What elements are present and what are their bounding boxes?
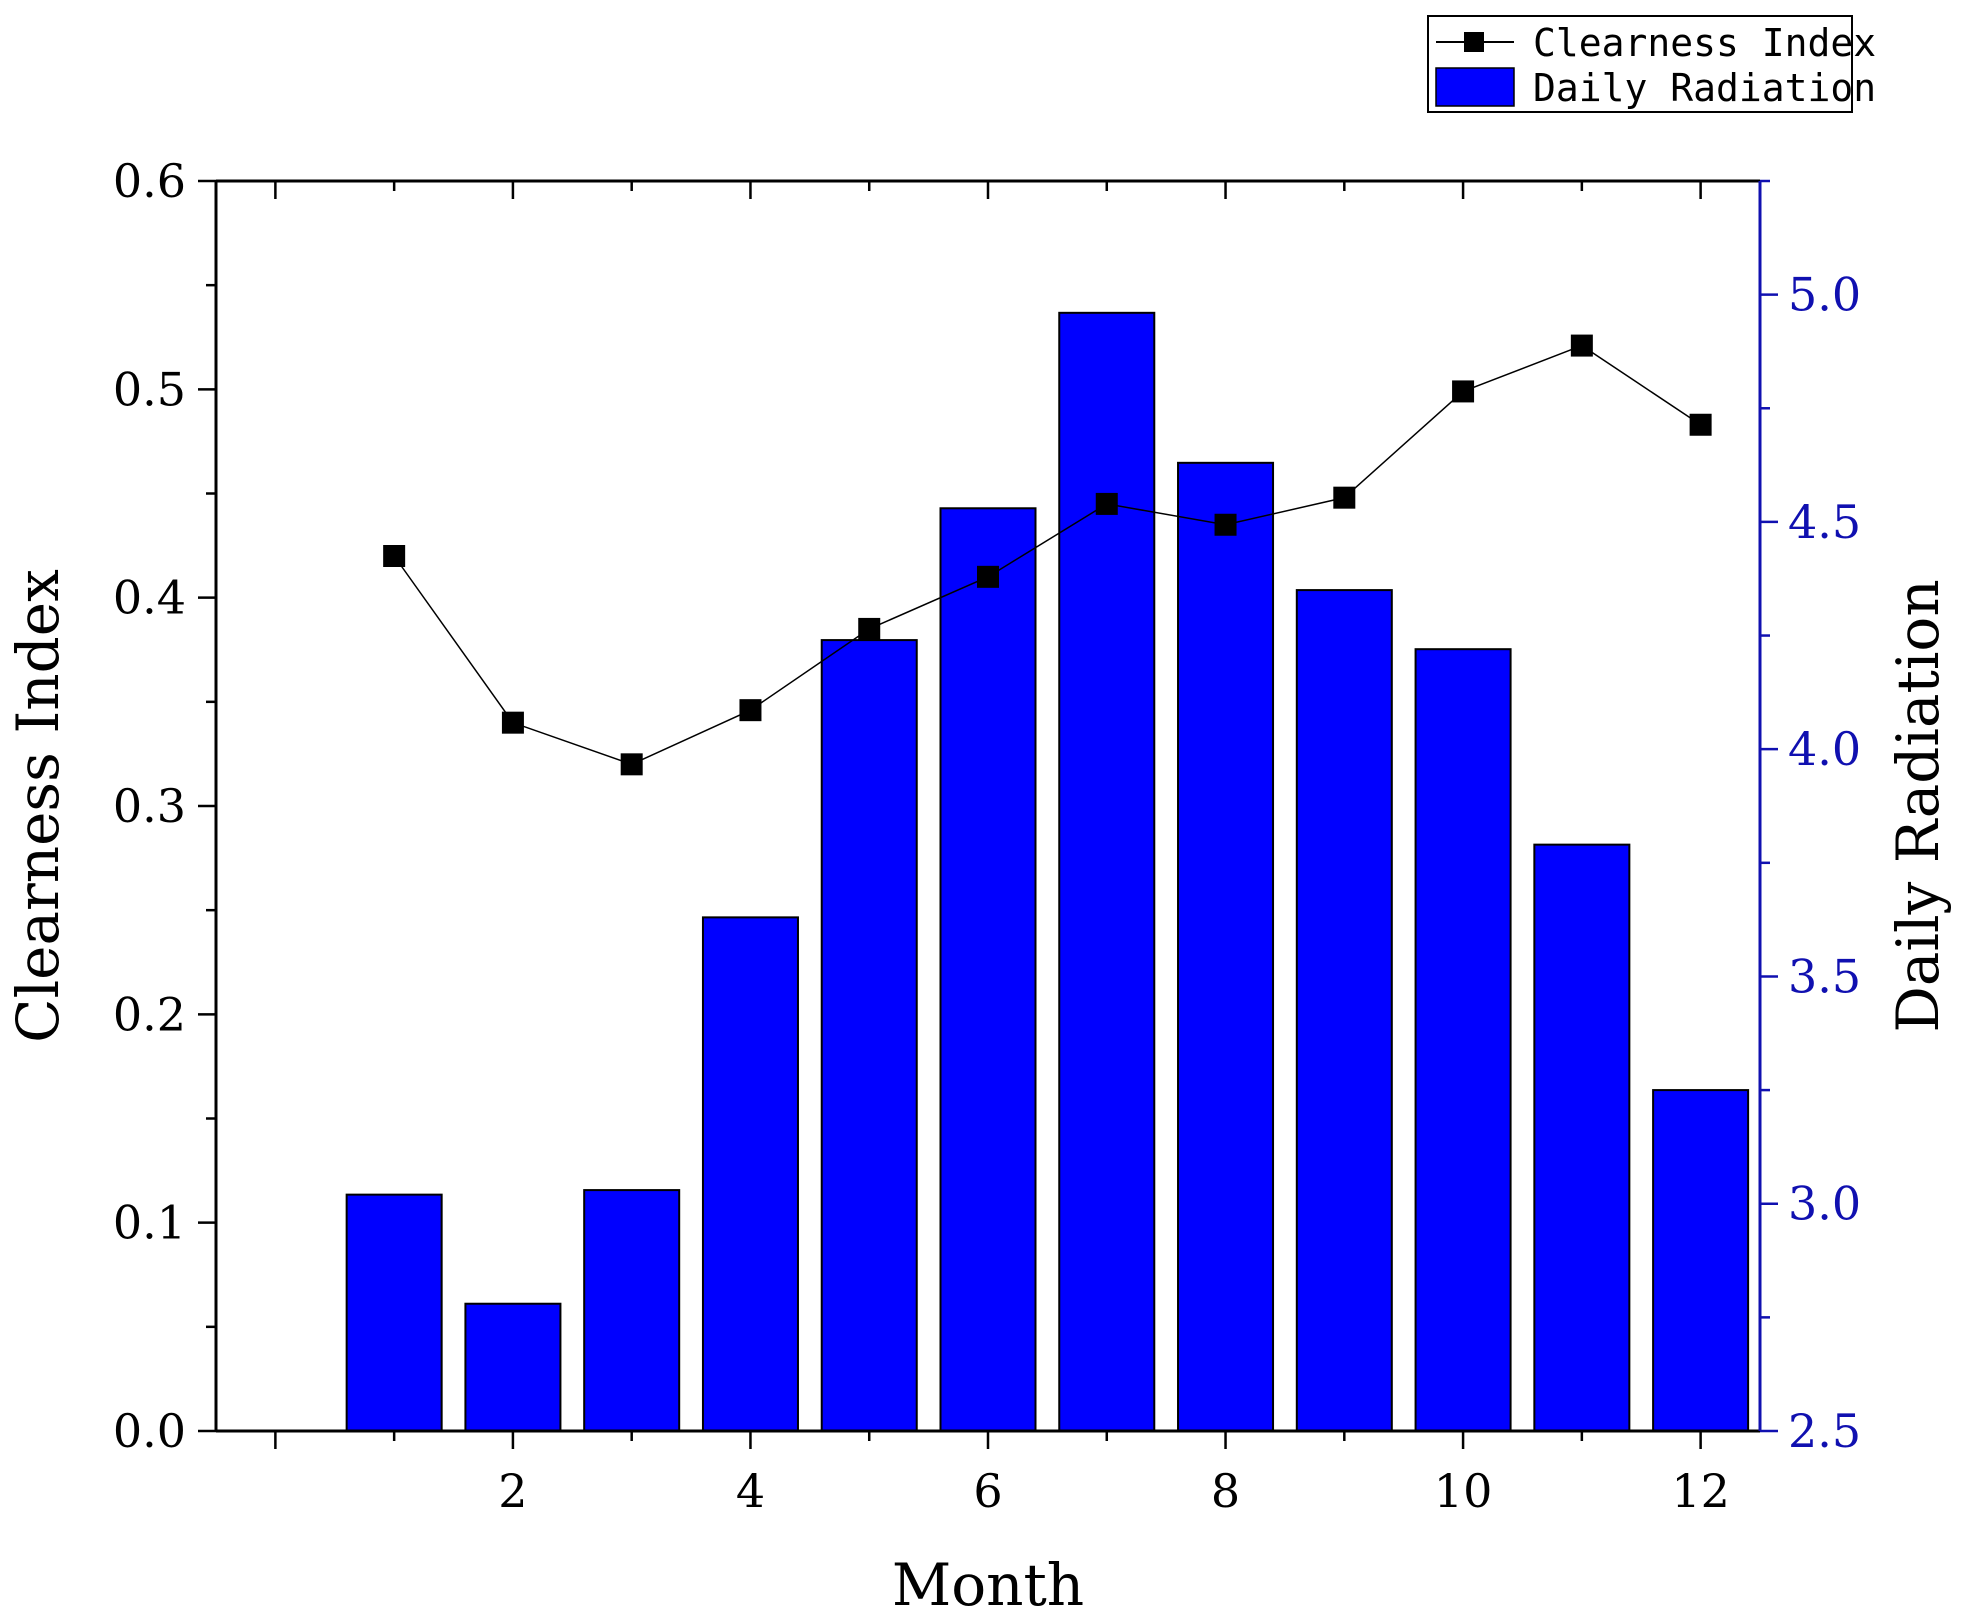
y-left-tick-label: 0.1 — [113, 1196, 186, 1250]
clearness-point-month-3 — [620, 753, 643, 776]
y-right-tick-label: 2.5 — [1788, 1404, 1861, 1458]
bar-month-11 — [1533, 843, 1631, 1432]
clearness-point-month-5 — [858, 617, 881, 640]
x-tick-label: 2 — [498, 1464, 527, 1518]
clearness-point-month-9 — [1333, 486, 1356, 509]
y-left-tick-label: 0.2 — [113, 987, 186, 1041]
y-left-tick-label: 0.6 — [113, 154, 186, 208]
bar-month-5 — [820, 639, 918, 1432]
clearness-point-month-4 — [739, 699, 762, 722]
x-axis-title: Month — [892, 1551, 1084, 1619]
y-axis-right-title: Daily Radiation — [1884, 579, 1952, 1032]
y-right-tick-label: 3.0 — [1788, 1177, 1861, 1231]
ticks: 2 4 6 8 10 12 0.0 0.1 0.2 0.3 0.4 0.5 0.6 2.5 3.0 3.5 4.… — [113, 154, 1861, 1518]
y-right-tick-label: 4.0 — [1788, 722, 1861, 776]
bar-month-1 — [345, 1193, 443, 1432]
y-right-tick-label: 3.5 — [1788, 949, 1861, 1003]
bar-month-3 — [583, 1189, 681, 1433]
y-left-tick-label: 0.5 — [113, 362, 186, 416]
clearness-point-month-10 — [1452, 380, 1475, 403]
x-tick-label: 12 — [1671, 1464, 1730, 1518]
clearness-point-month-6 — [977, 565, 999, 588]
y-right-tick-label: 4.5 — [1788, 495, 1861, 549]
bar-month-9 — [1295, 589, 1393, 1432]
bar-month-12 — [1652, 1089, 1750, 1433]
y-left-tick-label: 0.4 — [113, 571, 186, 625]
clearness-index-line — [393, 344, 1702, 766]
bar-month-7 — [1058, 311, 1156, 1432]
bar-month-6 — [939, 507, 1037, 1433]
x-tick-label: 10 — [1434, 1464, 1493, 1518]
y-axis-left-title: Clearness Index — [4, 569, 72, 1043]
clearness-point-month-1 — [383, 545, 406, 567]
line-series-clearness-index — [383, 334, 1712, 776]
clearness-point-month-2 — [501, 711, 524, 734]
x-tick-label: 6 — [973, 1464, 1002, 1518]
bar-month-10 — [1414, 648, 1512, 1432]
legend-label-clearness-index: Clearness Index — [1533, 21, 1876, 65]
bar-month-2 — [464, 1302, 562, 1433]
y-left-tick-label: 0.3 — [113, 779, 186, 833]
legend-bar-swatch — [1435, 67, 1515, 107]
bar-series-daily-radiation — [345, 311, 1750, 1433]
legend-square-marker-icon — [1464, 32, 1484, 52]
legend: Clearness Index Daily Radiation — [1427, 15, 1876, 113]
y-left-tick-label: 0.0 — [113, 1404, 186, 1458]
clearness-point-month-11 — [1570, 334, 1593, 357]
bar-month-8 — [1177, 461, 1275, 1432]
bar-month-4 — [701, 916, 799, 1432]
clearness-point-month-12 — [1689, 413, 1712, 436]
clearness-point-month-8 — [1214, 513, 1237, 536]
x-tick-label: 8 — [1211, 1464, 1240, 1518]
clearness-point-month-7 — [1095, 492, 1118, 515]
x-tick-label: 4 — [736, 1464, 765, 1518]
legend-label-daily-radiation: Daily Radiation — [1533, 66, 1876, 110]
y-right-tick-label: 5.0 — [1788, 268, 1861, 322]
